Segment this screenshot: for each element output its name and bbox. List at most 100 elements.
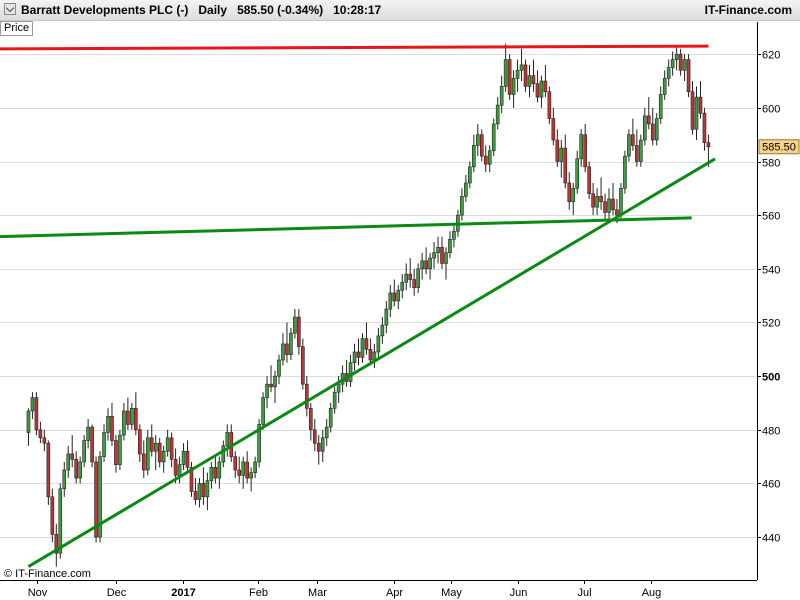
candle-up xyxy=(662,78,667,95)
x-tick-label: Aug xyxy=(642,587,662,599)
candle-up xyxy=(277,359,281,377)
rising-trendline-line xyxy=(27,157,716,568)
candle-down xyxy=(368,348,373,361)
candle-up xyxy=(384,308,389,326)
y-tick-label: 540 xyxy=(762,265,780,277)
candle-up xyxy=(221,445,226,463)
candle-down xyxy=(138,429,142,455)
candle-down xyxy=(547,91,552,119)
candle-up xyxy=(495,104,500,125)
candle-up xyxy=(694,96,699,130)
candle-down xyxy=(285,343,289,355)
candle-down xyxy=(34,397,39,431)
x-tick-label: Dec xyxy=(107,587,127,599)
candle-up xyxy=(161,450,166,463)
x-tick-label: May xyxy=(441,587,462,599)
candle-up xyxy=(273,375,277,388)
candle-up xyxy=(257,424,261,463)
horizontal-support-line xyxy=(0,216,692,239)
x-tick-label: 2017 xyxy=(171,587,195,599)
candle-down xyxy=(356,351,361,358)
candle-down xyxy=(201,483,206,498)
candle-up xyxy=(400,281,405,291)
price-tab[interactable]: Price xyxy=(0,21,34,36)
candle-down xyxy=(706,142,711,148)
candle-up xyxy=(666,67,671,79)
brand-label: IT-Finance.com xyxy=(704,3,792,17)
candle-up xyxy=(432,252,436,259)
candle-down xyxy=(412,279,416,288)
candle-up xyxy=(380,324,385,337)
collapse-icon[interactable] xyxy=(4,3,16,15)
candle-up xyxy=(511,78,516,95)
candle-up xyxy=(654,118,659,141)
candle-up xyxy=(249,472,253,479)
candle-up xyxy=(26,410,31,433)
y-tick-label: 600 xyxy=(762,104,780,116)
candle-down xyxy=(237,469,242,476)
candle-down xyxy=(702,112,707,144)
candle-down xyxy=(551,118,556,141)
candle-up xyxy=(265,383,269,398)
candle-down xyxy=(591,193,595,208)
candle-down xyxy=(126,410,130,425)
candle-up xyxy=(396,289,401,302)
candle-down xyxy=(308,408,313,431)
candle-up xyxy=(527,75,532,87)
title-bar: Barratt Developments PLC (-) Daily 585.50 … xyxy=(0,0,800,21)
candle-down xyxy=(479,134,484,157)
candle-up xyxy=(122,410,126,436)
candle-up xyxy=(619,188,623,216)
period-label: Daily xyxy=(198,3,228,17)
candle-up xyxy=(177,464,182,476)
candle-up xyxy=(225,432,230,447)
x-tick-label: Nov xyxy=(28,587,48,599)
candle-up xyxy=(682,59,687,71)
y-tick-label: 480 xyxy=(762,426,780,438)
x-tick-label: Apr xyxy=(386,587,403,599)
candle-up xyxy=(332,391,337,409)
candle-up xyxy=(98,456,102,538)
credit-label: © IT-Finance.com xyxy=(4,568,91,580)
candle-down xyxy=(193,491,198,500)
candle-up xyxy=(165,437,170,452)
candle-down xyxy=(169,437,174,460)
candle-up xyxy=(106,416,110,433)
candle-down xyxy=(245,461,249,479)
candle-up xyxy=(181,450,186,465)
candle-up xyxy=(639,139,643,162)
candle-up xyxy=(217,461,222,479)
candle-up xyxy=(627,134,631,157)
candle-up xyxy=(436,247,440,254)
candle-up xyxy=(320,437,325,452)
candle-up xyxy=(476,134,480,146)
candle-up xyxy=(468,166,472,184)
candle-up xyxy=(499,86,504,106)
candle-down xyxy=(54,534,59,554)
candle-down xyxy=(134,408,138,431)
candle-up xyxy=(153,442,158,452)
candle-up xyxy=(674,53,679,60)
y-tick-label: 440 xyxy=(762,533,780,545)
candle-down xyxy=(141,453,146,471)
candle-up xyxy=(82,440,86,463)
price-change: 585.50 (-0.34%) xyxy=(237,3,324,17)
candle-up xyxy=(388,292,393,310)
candle-up xyxy=(102,432,106,457)
candle-up xyxy=(205,480,210,498)
quote-time: 10:28:17 xyxy=(333,3,382,17)
candle-down xyxy=(686,59,691,93)
candle-up xyxy=(348,362,353,382)
candle-down xyxy=(635,145,639,162)
candle-up xyxy=(420,260,424,270)
last-price-label: 585.50 xyxy=(762,142,796,154)
candle-down xyxy=(631,134,635,146)
candle-down xyxy=(94,461,98,538)
candle-down xyxy=(364,338,369,350)
candle-down xyxy=(678,53,683,71)
candle-down xyxy=(305,383,309,409)
resistance-line xyxy=(0,44,709,51)
candle-down xyxy=(543,80,548,93)
y-tick-label: 520 xyxy=(762,318,780,330)
candle-down xyxy=(185,450,190,468)
